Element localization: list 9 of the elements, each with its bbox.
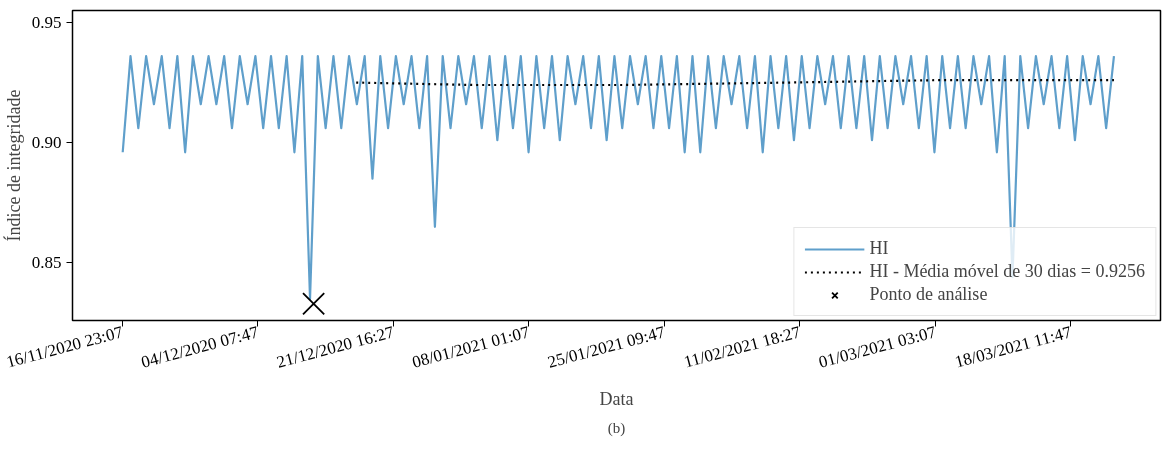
legend-label: Ponto de análise [869,284,988,305]
x-axis-title: Data [599,389,634,410]
y-tick-label: 0.90 [31,133,62,153]
text: (b) [607,419,626,437]
legend-label: HI - Média móvel de 30 dias = 0.9256 [869,261,1145,282]
legend-label: HI [869,238,890,259]
y-tick-label: 0.85 [31,253,62,273]
y-axis-title: Índice de integridade [2,89,24,242]
y-tick-label: 0.95 [31,13,62,33]
